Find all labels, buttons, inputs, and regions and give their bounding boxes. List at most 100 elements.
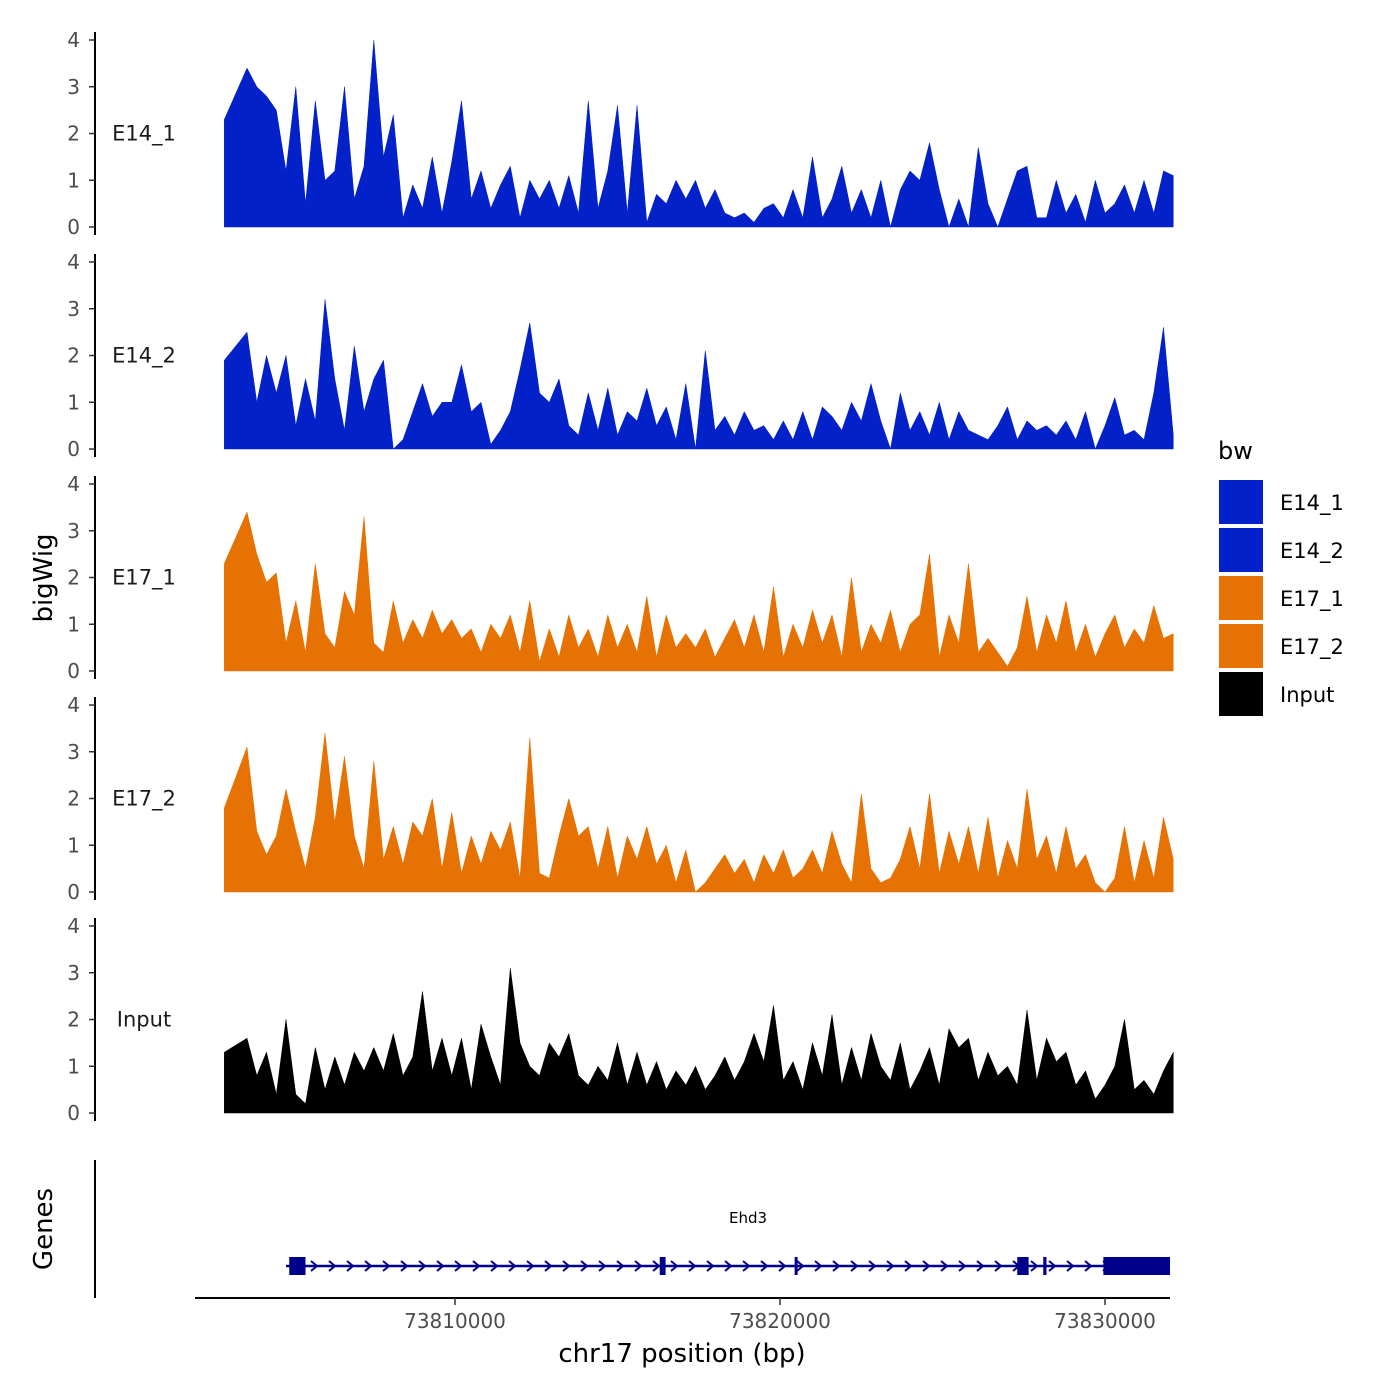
- y-tick-label: 4: [67, 693, 80, 717]
- strand-arrow-icon: [922, 1260, 931, 1272]
- strand-arrow-icon: [688, 1260, 697, 1272]
- track-input: 0 1 2 3 4 Input: [67, 914, 1174, 1125]
- y-tick-label: 3: [67, 297, 80, 321]
- strand-arrow-icon: [400, 1260, 409, 1272]
- gene-exon: [1017, 1257, 1029, 1275]
- strand-arrow-icon: [544, 1260, 553, 1272]
- y-tick-label: 0: [67, 1101, 80, 1125]
- signal-area-e17_2: [224, 732, 1174, 893]
- strand-arrow-icon: [976, 1260, 985, 1272]
- strand-arrow-icon: [850, 1260, 859, 1272]
- track-label: E17_2: [112, 787, 176, 812]
- strand-arrow-icon: [472, 1260, 481, 1272]
- legend-label: E14_1: [1280, 491, 1344, 516]
- y-axis-title: bigWig: [29, 533, 59, 622]
- strand-arrow-icon: [832, 1260, 841, 1272]
- y-tick-label: 3: [67, 740, 80, 764]
- strand-arrow-icon: [436, 1260, 445, 1272]
- signal-tracks: 0 1 2 3 4 E14_1 0 1 2 3 4 E14_2 0 1 2 3 4 E17_1 0 1 2 3 4 E17_2…: [67, 28, 1174, 1125]
- strand-arrow-icon: [310, 1260, 319, 1272]
- track-e17_2: 0 1 2 3 4 E17_2: [67, 693, 1174, 904]
- legend-label: Input: [1280, 683, 1334, 707]
- x-tick-label: 73830000: [1054, 1309, 1156, 1333]
- signal-area-input: [224, 968, 1174, 1114]
- legend-swatch-e17_1: [1219, 576, 1263, 620]
- strand-arrow-icon: [670, 1260, 679, 1272]
- track-e17_1: 0 1 2 3 4 E17_1: [67, 472, 1174, 683]
- gene-exon: [289, 1257, 306, 1275]
- y-tick-label: 2: [67, 344, 80, 368]
- x-axis: 73810000 73820000 73830000: [195, 1297, 1170, 1333]
- x-tick-label: 73810000: [404, 1309, 506, 1333]
- strand-arrow-icon: [598, 1260, 607, 1272]
- signal-area-e17_1: [224, 511, 1174, 672]
- y-tick-label: 2: [67, 566, 80, 590]
- strand-arrow-icon: [562, 1260, 571, 1272]
- strand-arrow-icon: [724, 1260, 733, 1272]
- y-tick-label: 2: [67, 122, 80, 146]
- strand-arrow-icon: [580, 1260, 589, 1272]
- strand-arrow-icon: [868, 1260, 877, 1272]
- strand-arrow-icon: [994, 1260, 1003, 1272]
- strand-arrow-icon: [778, 1260, 787, 1272]
- gene-ehd3: Ehd3: [286, 1209, 1170, 1275]
- x-tick-label: 73820000: [729, 1309, 831, 1333]
- strand-arrow-icon: [940, 1260, 949, 1272]
- track-e14_1: 0 1 2 3 4 E14_1: [67, 28, 1174, 239]
- legend-swatch-e17_2: [1219, 624, 1263, 668]
- signal-area-e14_2: [224, 299, 1174, 450]
- strand-arrow-icon: [634, 1260, 643, 1272]
- strand-arrow-icon: [706, 1260, 715, 1272]
- legend: bw E14_1 E14_2 E17_1 E17_2 Input: [1218, 437, 1344, 716]
- legend-label: E14_2: [1280, 539, 1344, 564]
- track-label: E14_2: [112, 344, 176, 369]
- gene-exon: [1043, 1257, 1047, 1275]
- strand-arrow-icon: [490, 1260, 499, 1272]
- strand-arrow-icon: [1084, 1260, 1093, 1272]
- y-tick-label: 1: [67, 612, 80, 636]
- strand-arrow-icon: [796, 1260, 805, 1272]
- signal-area-e14_1: [224, 39, 1174, 228]
- y-tick-label: 2: [67, 787, 80, 811]
- y-tick-label: 4: [67, 28, 80, 52]
- strand-arrow-icon: [886, 1260, 895, 1272]
- legend-label: E17_1: [1280, 587, 1344, 612]
- y-tick-label: 1: [67, 833, 80, 857]
- gene-exon: [1103, 1257, 1170, 1275]
- legend-swatch-e14_1: [1219, 480, 1263, 524]
- legend-swatch-e14_2: [1219, 528, 1263, 572]
- gene-exon: [659, 1257, 666, 1275]
- track-label: E14_1: [112, 122, 176, 147]
- strand-arrow-icon: [1048, 1260, 1057, 1272]
- strand-arrow-icon: [904, 1260, 913, 1272]
- gene-exon: [794, 1257, 798, 1275]
- x-axis-title: chr17 position (bp): [558, 1339, 805, 1369]
- y-tick-label: 2: [67, 1008, 80, 1032]
- strand-arrow-icon: [958, 1260, 967, 1272]
- y-tick-label: 4: [67, 914, 80, 938]
- strand-arrow-icon: [742, 1260, 751, 1272]
- strand-arrow-icon: [364, 1260, 373, 1272]
- y-tick-label: 1: [67, 1054, 80, 1078]
- legend-title: bw: [1218, 437, 1253, 465]
- strand-arrow-icon: [346, 1260, 355, 1272]
- y-tick-label: 1: [67, 168, 80, 192]
- legend-label: E17_2: [1280, 635, 1344, 660]
- y-tick-label: 3: [67, 75, 80, 99]
- strand-arrow-icon: [1066, 1260, 1075, 1272]
- y-tick-label: 3: [67, 519, 80, 543]
- legend-swatch-input: [1219, 672, 1263, 716]
- y-tick-label: 0: [67, 437, 80, 461]
- strand-arrow-icon: [652, 1260, 661, 1272]
- strand-arrow-icon: [418, 1260, 427, 1272]
- y-tick-label: 0: [67, 880, 80, 904]
- strand-arrow-icon: [1030, 1260, 1039, 1272]
- strand-arrow-icon: [508, 1260, 517, 1272]
- strand-arrow-icon: [454, 1260, 463, 1272]
- y-tick-label: 0: [67, 215, 80, 239]
- strand-arrow-icon: [382, 1260, 391, 1272]
- gene-label: Ehd3: [729, 1209, 767, 1227]
- genes-panel: Genes Ehd3: [29, 1160, 1170, 1298]
- y-tick-label: 4: [67, 250, 80, 274]
